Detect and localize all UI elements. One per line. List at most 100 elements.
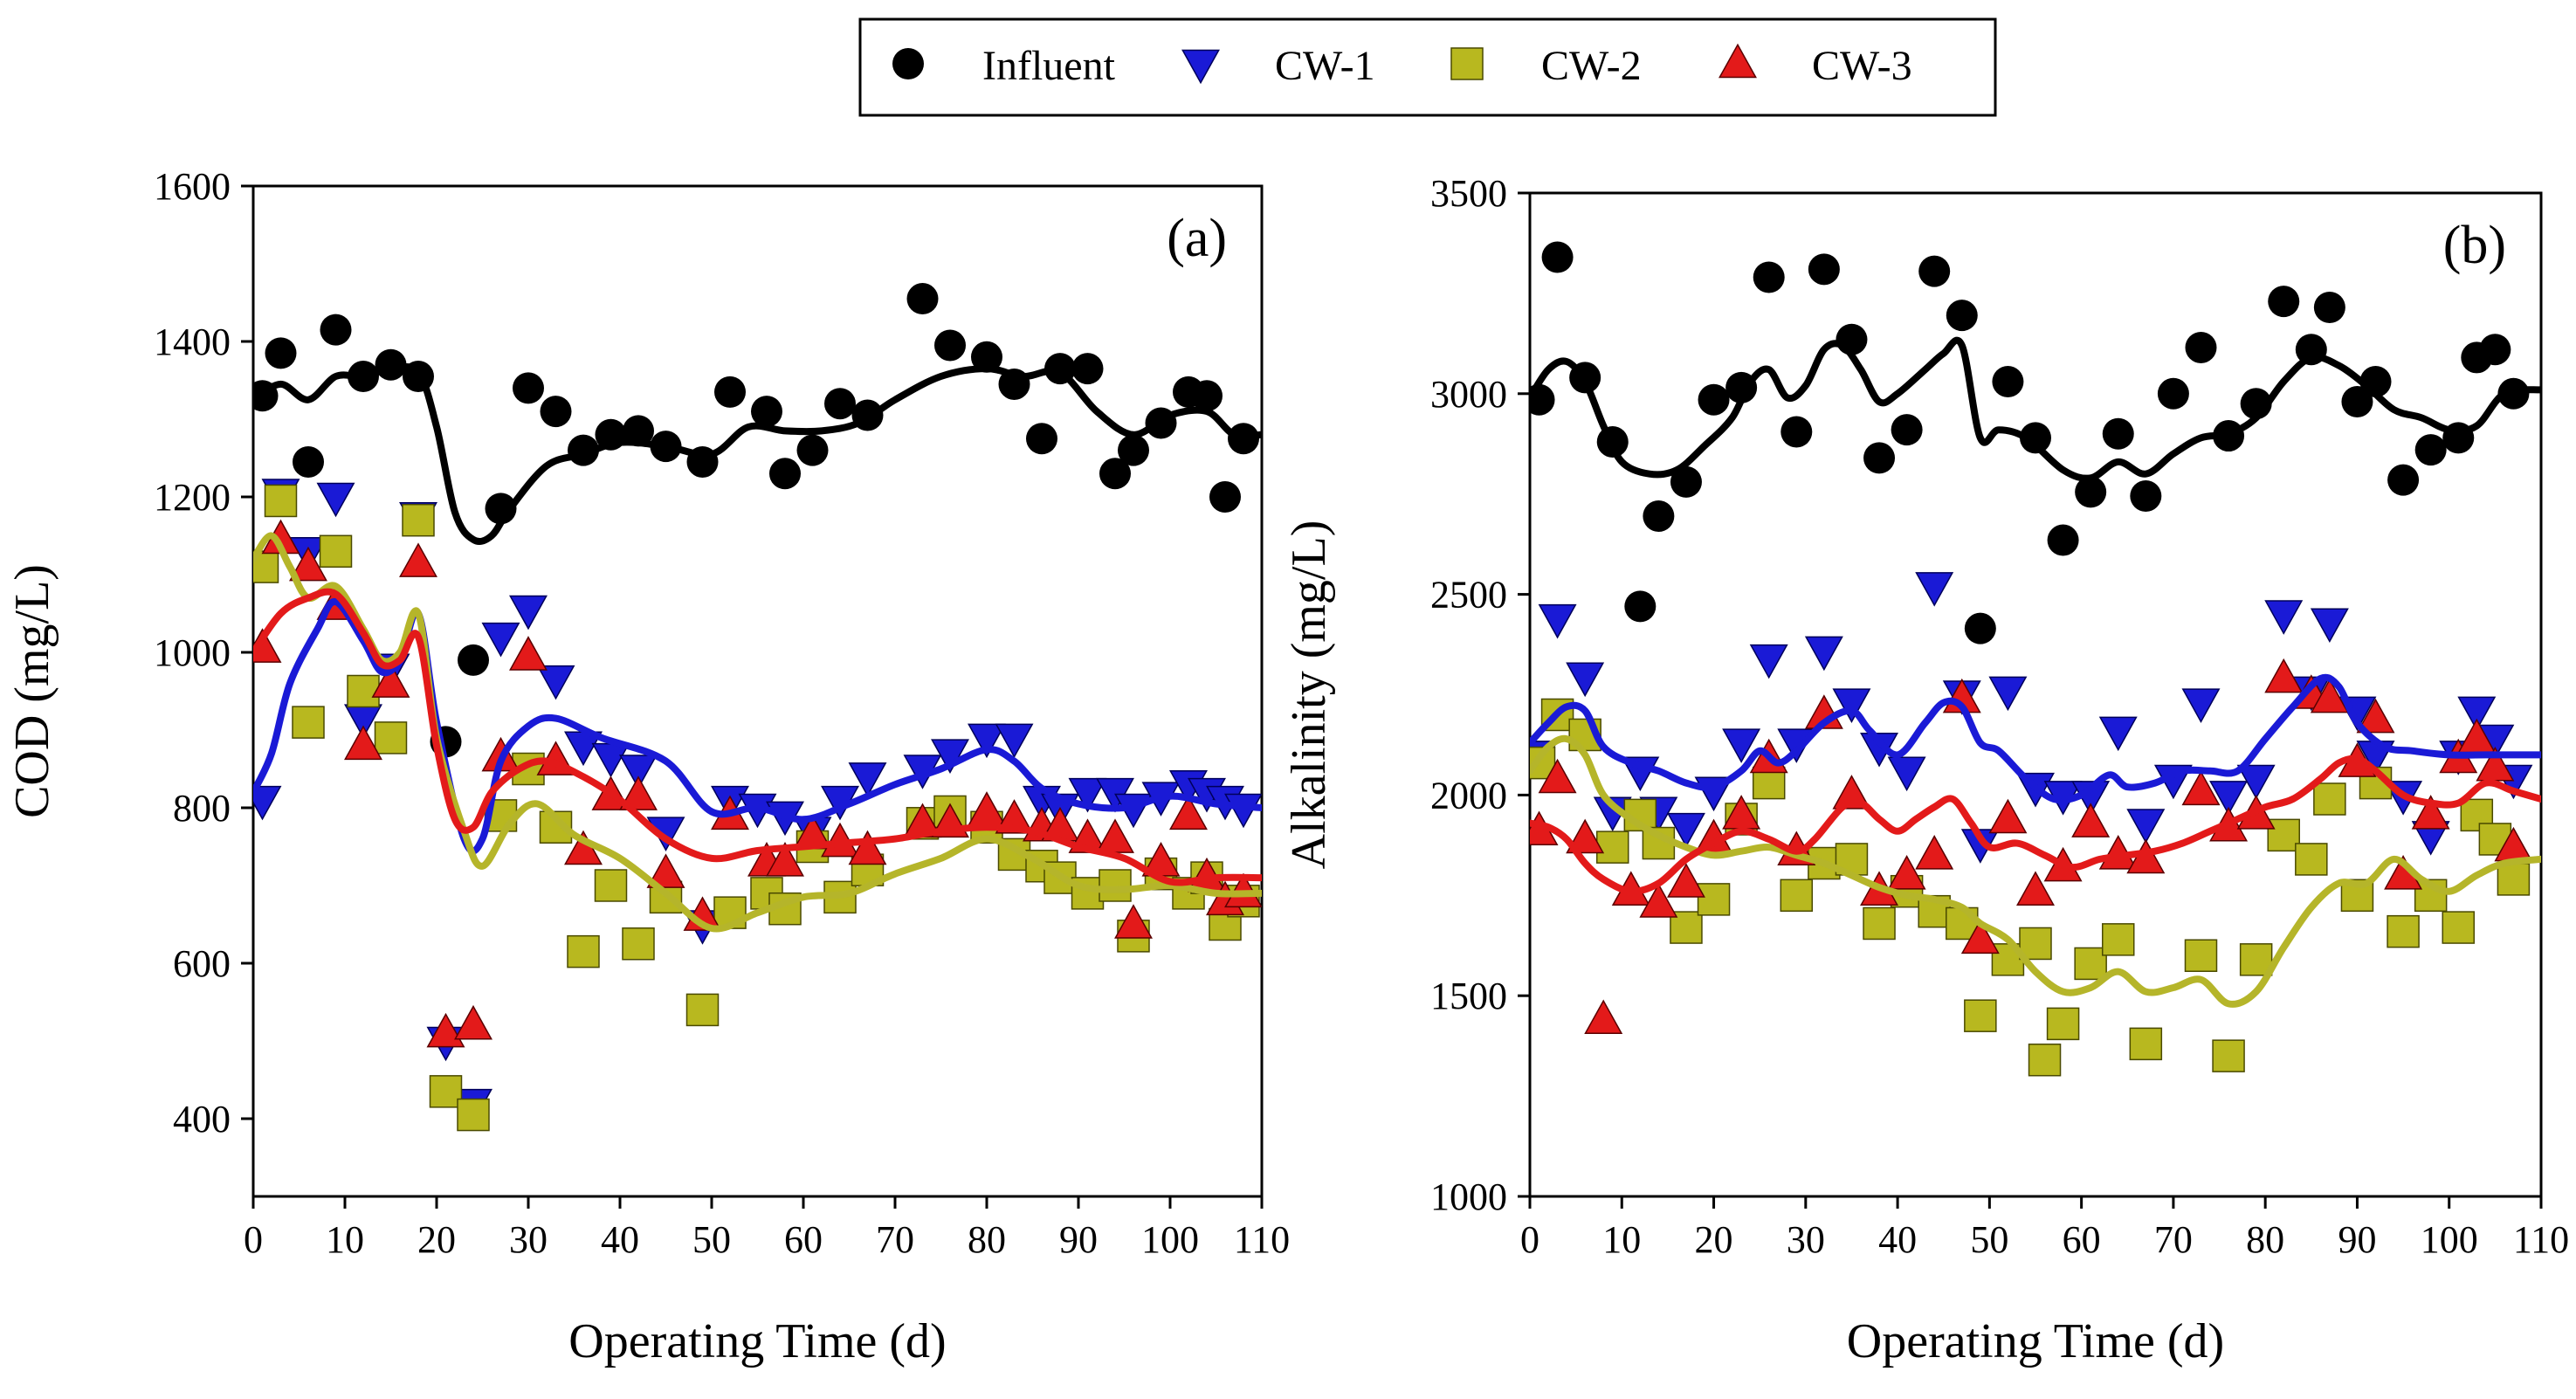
y-axis-title: COD (mg/L) bbox=[5, 564, 59, 818]
data-point-cw-1 bbox=[536, 665, 575, 700]
legend-label-cw-3: CW-3 bbox=[1812, 43, 1912, 89]
x-tick-label: 90 bbox=[2338, 1218, 2376, 1261]
legend-marker-cw-2 bbox=[1450, 47, 1484, 80]
data-point-influent bbox=[2157, 377, 2189, 410]
data-point-cw-2 bbox=[2295, 843, 2328, 876]
data-point-influent bbox=[2020, 422, 2051, 454]
y-tick-label: 1600 bbox=[154, 165, 231, 208]
data-point-influent bbox=[265, 337, 297, 369]
data-point-cw-2 bbox=[2184, 939, 2218, 972]
x-tick-label: 40 bbox=[601, 1218, 639, 1261]
data-point-cw-1 bbox=[1915, 572, 1954, 607]
data-point-cw-3 bbox=[2016, 871, 2055, 906]
data-point-cw-3 bbox=[848, 830, 887, 865]
y-axis: 1000 1500 2000 2500 3000 3500 Alkalinity (mg/L… bbox=[1282, 172, 1530, 1218]
data-point-cw-3 bbox=[2411, 795, 2450, 830]
data-point-influent bbox=[1191, 380, 1223, 412]
data-point-cw-3 bbox=[1096, 818, 1134, 853]
x-axis-title: Operating Time (d) bbox=[1847, 1314, 2224, 1368]
data-point-cw-2 bbox=[1863, 906, 1896, 941]
data-point-influent bbox=[714, 376, 746, 408]
data-point-influent bbox=[2268, 286, 2300, 318]
data-point-cw-2 bbox=[347, 674, 380, 708]
data-point-cw-3 bbox=[2264, 658, 2304, 693]
data-point-influent bbox=[1026, 423, 1057, 455]
data-point-cw-3 bbox=[1639, 883, 1678, 918]
panel-a: 0 10 20 30 40 50 60 70 80 90 100 110 Operating Time … bbox=[5, 165, 1290, 1368]
data-point-cw-1 bbox=[509, 595, 548, 631]
data-point-influent bbox=[2102, 417, 2134, 450]
y-axis-title: Alkalinity (mg/L) bbox=[1282, 520, 1336, 870]
data-point-cw-1 bbox=[848, 762, 887, 797]
data-point-cw-1 bbox=[1887, 756, 1926, 792]
x-tick-label: 110 bbox=[1234, 1218, 1290, 1261]
series-cw-1-points bbox=[253, 479, 1262, 1124]
x-tick-label: 80 bbox=[968, 1218, 1006, 1261]
data-point-cw-2 bbox=[2387, 914, 2420, 948]
data-point-cw-2 bbox=[264, 484, 298, 518]
legend-box bbox=[858, 17, 1997, 117]
trend-line-influent bbox=[1530, 336, 2541, 482]
data-point-influent bbox=[458, 644, 489, 676]
data-point-cw-1 bbox=[1804, 636, 1843, 672]
data-point-influent bbox=[796, 434, 829, 466]
data-point-cw-2 bbox=[2028, 1043, 2062, 1077]
data-layer bbox=[1530, 241, 2541, 1077]
legend-label-cw-1: CW-1 bbox=[1275, 43, 1375, 89]
data-point-cw-3 bbox=[371, 663, 410, 698]
data-point-cw-2 bbox=[1099, 869, 1132, 902]
series-influent-points bbox=[1530, 241, 2530, 644]
data-point-cw-2 bbox=[374, 721, 408, 755]
x-axis: 0 10 20 30 40 50 60 70 80 90 100 110 Operating Time … bbox=[244, 1196, 1290, 1368]
x-tick-label: 30 bbox=[1787, 1218, 1825, 1261]
y-tick-label: 2000 bbox=[1430, 774, 1507, 817]
data-point-influent bbox=[769, 458, 801, 490]
data-point-influent bbox=[824, 388, 856, 420]
data-point-cw-2 bbox=[2046, 1007, 2080, 1041]
data-point-influent bbox=[934, 329, 966, 362]
data-point-cw-3 bbox=[766, 842, 804, 877]
data-point-cw-3 bbox=[1538, 758, 1577, 794]
data-point-influent bbox=[2313, 291, 2345, 323]
data-point-influent bbox=[971, 341, 1002, 373]
data-point-influent bbox=[2075, 476, 2107, 508]
legend-entry-cw-2: CW-2 bbox=[1450, 43, 1642, 89]
data-point-cw-3 bbox=[1666, 863, 1705, 898]
x-tick-label: 60 bbox=[2063, 1218, 2101, 1261]
data-layer bbox=[253, 283, 1262, 1132]
data-point-influent bbox=[1946, 300, 1978, 332]
data-point-cw-3 bbox=[344, 725, 382, 761]
y-tick-label: 3000 bbox=[1430, 373, 1507, 416]
y-tick-label: 1500 bbox=[1430, 975, 1507, 1017]
legend-marker-influent bbox=[892, 48, 924, 79]
x-tick-label: 20 bbox=[417, 1218, 456, 1261]
data-point-cw-3 bbox=[1915, 835, 1954, 870]
data-point-cw-3 bbox=[1114, 904, 1153, 939]
data-point-influent bbox=[1541, 241, 1574, 273]
panel-label: (b) bbox=[2443, 216, 2506, 275]
data-point-influent bbox=[2185, 331, 2217, 363]
data-point-influent bbox=[2130, 479, 2162, 512]
x-tick-label: 100 bbox=[1141, 1218, 1199, 1261]
data-point-cw-1 bbox=[1068, 777, 1107, 813]
data-point-cw-3 bbox=[1169, 795, 1208, 830]
data-point-cw-2 bbox=[253, 550, 279, 583]
data-point-cw-2 bbox=[402, 503, 435, 537]
data-point-influent bbox=[1992, 366, 2024, 398]
y-tick-label: 600 bbox=[173, 942, 231, 985]
data-point-cw-1 bbox=[1566, 662, 1605, 698]
y-tick-label: 1000 bbox=[1430, 1175, 1507, 1218]
x-tick-label: 70 bbox=[2154, 1218, 2193, 1261]
data-point-cw-1 bbox=[931, 739, 969, 774]
data-point-influent bbox=[2047, 524, 2079, 556]
data-point-cw-3 bbox=[2071, 803, 2111, 837]
data-point-cw-3 bbox=[2356, 698, 2395, 734]
data-point-influent bbox=[623, 415, 654, 447]
legend-entry-cw-3: CW-3 bbox=[1718, 43, 1912, 89]
x-tick-label: 100 bbox=[2421, 1218, 2478, 1261]
data-point-cw-2 bbox=[594, 869, 628, 902]
data-point-cw-1 bbox=[1666, 812, 1705, 848]
data-point-influent bbox=[320, 314, 352, 346]
data-point-influent bbox=[751, 396, 782, 428]
